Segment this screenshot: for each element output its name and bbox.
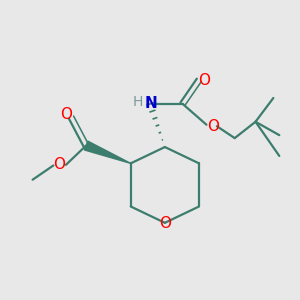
Polygon shape [84, 141, 131, 164]
Text: O: O [207, 119, 219, 134]
Text: O: O [159, 216, 171, 231]
Text: H: H [132, 94, 143, 109]
Text: O: O [60, 107, 72, 122]
Text: O: O [53, 158, 65, 172]
Text: N: N [144, 96, 157, 111]
Text: O: O [198, 73, 210, 88]
